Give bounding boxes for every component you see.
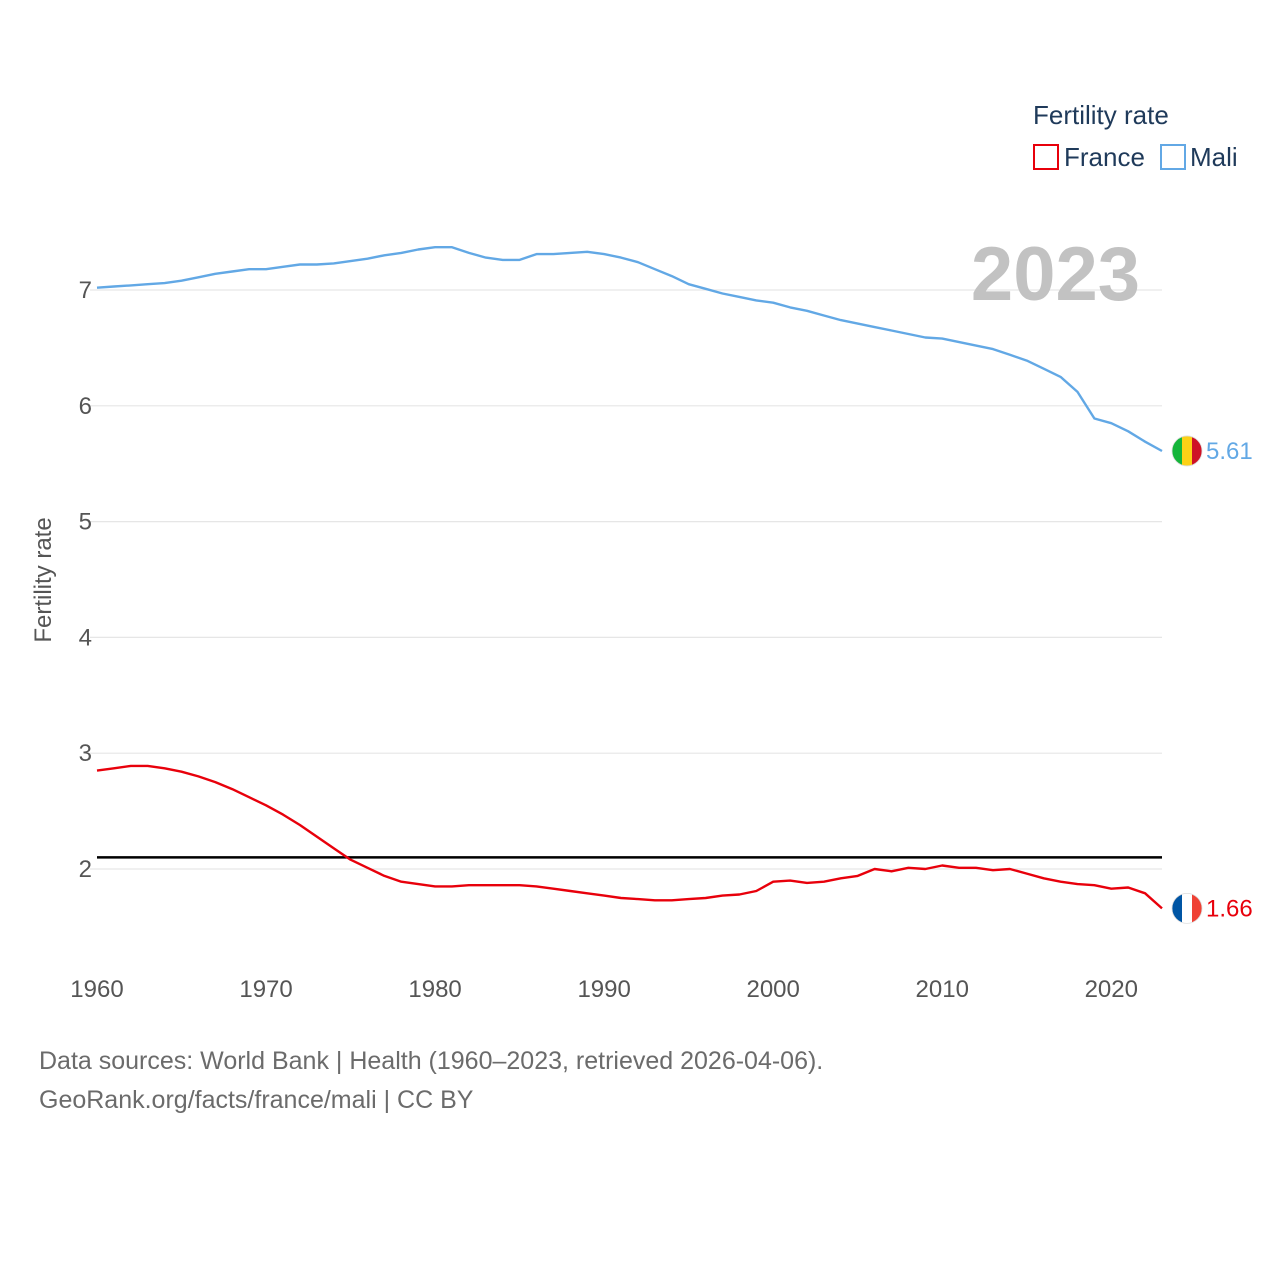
x-tick-label: 2000 [746, 976, 799, 1003]
france-flag-icon [1172, 893, 1202, 924]
legend[interactable]: Fertility rate France Mali [1033, 100, 1238, 172]
current-year-label: 2023 [971, 232, 1140, 317]
y-tick-label: 3 [79, 740, 92, 767]
x-tick-label: 1970 [239, 976, 292, 1003]
legend-title: Fertility rate [1033, 100, 1169, 130]
data-sources-note: Data sources: World Bank | Health (1960–… [39, 1047, 823, 1075]
series-line-mali[interactable] [96, 245, 1163, 453]
y-tick-label: 4 [79, 624, 92, 651]
attribution-link[interactable]: GeoRank.org/facts/france/mali | CC BY [39, 1086, 474, 1114]
mali-flag-icon [1172, 435, 1202, 466]
france-flag-outline [1171, 892, 1203, 924]
end-value-label-mali: 5.61 [1206, 438, 1253, 465]
mali-flag-outline [1171, 435, 1203, 467]
x-tick-label: 1960 [70, 976, 123, 1003]
end-markers-layer: 1.66 5.61 [1171, 435, 1253, 924]
y-tick-label: 5 [79, 509, 92, 536]
legend-swatch-france[interactable] [1033, 144, 1059, 170]
y-tick-label: 6 [79, 393, 92, 420]
legend-label-mali: Mali [1190, 142, 1238, 172]
series-line-france[interactable] [96, 764, 1163, 910]
legend-item-france[interactable]: France [1033, 142, 1145, 172]
end-value-label-france: 1.66 [1206, 895, 1253, 922]
y-tick-label: 7 [79, 277, 92, 304]
y-tick-label: 2 [79, 856, 92, 883]
x-tick-label: 1990 [577, 976, 630, 1003]
grid-layer [90, 289, 1162, 870]
axis-layer: 2 3 4 5 6 7 1960 1970 1980 1990 2000 2010 2020 [70, 277, 1138, 1003]
legend-label-france: France [1064, 142, 1145, 172]
x-tick-label: 2020 [1085, 976, 1138, 1003]
legend-item-mali[interactable]: Mali [1160, 142, 1238, 172]
x-tick-label: 1980 [408, 976, 461, 1003]
legend-swatch-mali[interactable] [1160, 144, 1186, 170]
series-layer [96, 245, 1163, 910]
x-tick-label: 2010 [916, 976, 969, 1003]
y-axis-title: Fertility rate [30, 517, 57, 642]
